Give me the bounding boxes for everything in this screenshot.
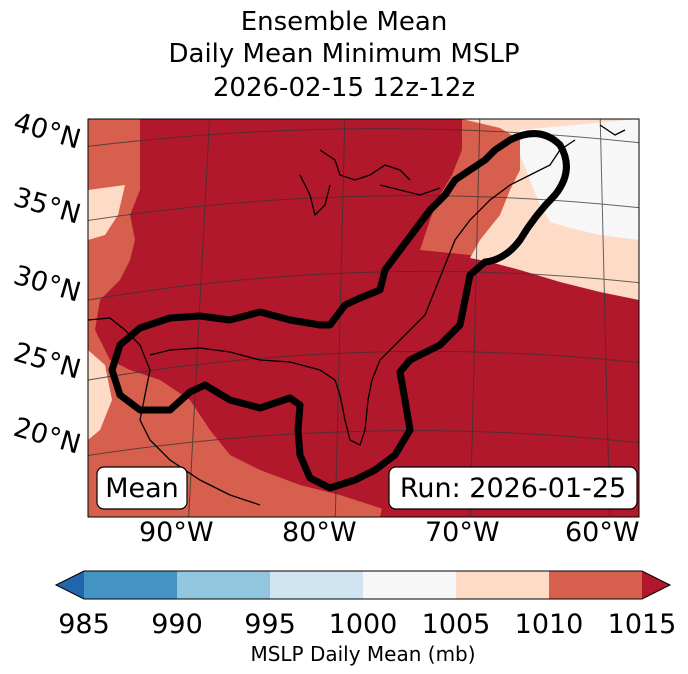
run-box [388,466,638,510]
colorbar-segment [177,571,270,599]
run-box-label: Run: 2026-01-25 [400,473,626,504]
pressure-field-1005-west [88,185,125,240]
colorbar-extend-high [642,571,670,599]
lat-label: 35°N [10,182,84,231]
colorbar-label: MSLP Daily Mean (mb) [250,642,475,666]
colorbar-tick: 995 [244,609,296,640]
lon-label: 80°W [282,517,357,548]
mean-box-label: Mean [105,473,179,504]
pressure-field-1005-southwest [88,350,112,440]
colorbar-tick: 990 [151,609,203,640]
colorbar-outline [54,570,672,600]
colorbar-tick: 1005 [422,609,491,640]
title-line-3: 2026-02-15 12z-12z [212,73,476,103]
lon-label: 60°W [565,517,640,548]
lon-label: 90°W [139,517,214,548]
colorbar-tick: 1000 [329,609,398,640]
colorbar-extend-low [56,571,84,599]
lat-label: 25°N [10,337,84,386]
map-panel [88,119,639,517]
lat-label: 30°N [10,260,84,309]
colorbar-segment [549,571,642,599]
graticule [88,119,639,517]
lon-label: 70°W [425,517,500,548]
colorbar-segment [84,571,177,599]
ensemble-contour [108,130,570,492]
colorbar-segment [456,571,549,599]
pressure-field-1000-northeast [520,119,639,240]
map-frame [87,118,640,518]
title-line-1: Ensemble Mean [240,7,448,37]
colorbar-segment [363,571,456,599]
title-line-2: Daily Mean Minimum MSLP [168,39,520,69]
colorbar-segment [270,571,363,599]
colorbar-tick: 1010 [515,609,584,640]
lat-label: 20°N [10,412,84,461]
colorbar-tick: 985 [58,609,110,640]
mean-box [96,466,188,510]
colorbar [54,570,672,600]
colorbar-tick: 1015 [608,609,677,640]
lat-label: 40°N [10,107,84,156]
